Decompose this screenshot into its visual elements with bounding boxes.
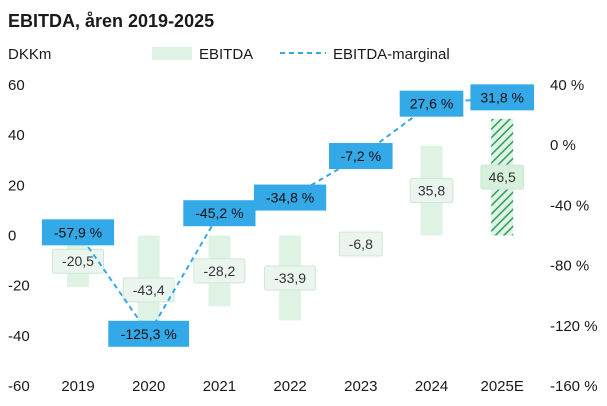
margin-value-label: -57,9 % [54, 224, 102, 240]
legend: EBITDA EBITDA-marginal [152, 46, 450, 63]
margin-value-box [329, 143, 393, 170]
x-tick-label: 2021 [203, 378, 236, 395]
ebitda-value-label: -28,2 [203, 263, 235, 279]
x-axis: 2019 2020 2021 2022 2023 2024 2025E [61, 378, 524, 395]
legend-ebitda-label: EBITDA [199, 46, 253, 63]
margin-value-label: -125,3 % [121, 326, 177, 342]
x-tick-label: 2024 [415, 378, 448, 395]
left-y-tick-label: 60 [8, 77, 25, 94]
ebitda-value-label: -6,8 [349, 236, 373, 252]
margin-value-box [41, 219, 115, 246]
ebitda-value-box [193, 258, 246, 284]
right-y-tick-label: -120 % [550, 318, 598, 335]
margin-value-box [108, 320, 190, 347]
line-series: -57,9 % -125,3 % -45,2 % -34,8 % -7,2 % 27,6 … [41, 84, 534, 347]
ebitda-value-box [409, 178, 454, 204]
ebitda-value-box [480, 164, 525, 190]
right-y-tick-label: -160 % [550, 378, 598, 395]
x-tick-label: 2025E [481, 378, 524, 395]
ebitda-value-box [52, 248, 104, 274]
right-y-tick-label: 0 % [550, 137, 576, 154]
left-y-tick-label: -20 [8, 278, 30, 295]
x-tick-label: 2019 [61, 378, 94, 395]
x-tick-label: 2020 [132, 378, 165, 395]
right-y-tick-label: -80 % [550, 258, 589, 275]
ebitda-value-label: -33,9 [274, 270, 306, 286]
right-y-tick-label: 40 % [550, 77, 584, 94]
legend-margin-label: EBITDA-marginal [333, 46, 450, 63]
ebitda-value-box [264, 265, 317, 291]
margin-value-box [254, 184, 327, 211]
ebitda-value-label: 35,8 [418, 183, 445, 199]
margin-value-label: 31,8 % [480, 89, 524, 105]
margin-value-label: -34,8 % [266, 190, 314, 206]
legend-ebitda-swatch [152, 47, 192, 60]
ebitda-value-label: -20,5 [62, 253, 94, 269]
left-y-axis: 60 40 20 0 -20 -40 -60 [8, 77, 30, 395]
left-y-tick-label: -40 [8, 328, 30, 345]
ebitda-value-box [338, 231, 383, 257]
margin-value-box [183, 200, 256, 227]
y-axis-unit-label: DKKm [8, 46, 51, 63]
chart-title: EBITDA, åren 2019-2025 [8, 11, 214, 31]
margin-value-label: -7,2 % [341, 148, 381, 164]
bar-series: -20,5 -43,4 -28,2 -33,9 -6,8 35,8 46,5 [52, 118, 525, 345]
ebitda-value-label: -43,4 [133, 282, 165, 298]
ebitda-value-label: 46,5 [489, 169, 516, 185]
margin-value-box [399, 90, 464, 117]
margin-value-label: -45,2 % [195, 205, 243, 221]
right-y-axis: 40 % 0 % -40 % -80 % -120 % -160 % [550, 77, 598, 395]
margin-value-box [470, 84, 534, 111]
left-y-tick-label: 40 [8, 127, 25, 144]
right-y-tick-label: -40 % [550, 197, 589, 214]
left-y-tick-label: 0 [8, 228, 16, 245]
left-y-tick-label: -60 [8, 378, 30, 395]
x-tick-label: 2023 [344, 378, 377, 395]
margin-value-label: 27,6 % [410, 96, 454, 112]
left-y-tick-label: 20 [8, 177, 25, 194]
x-tick-label: 2022 [273, 378, 306, 395]
